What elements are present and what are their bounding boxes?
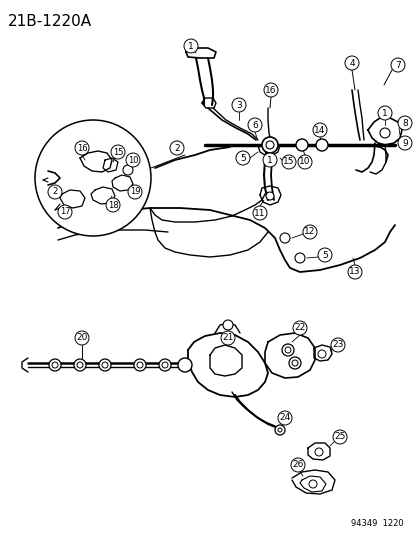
Text: 9: 9 [401, 139, 407, 148]
Text: 17: 17 [59, 207, 70, 216]
Circle shape [308, 480, 316, 488]
Text: 14: 14 [313, 125, 325, 134]
Circle shape [281, 344, 293, 356]
Circle shape [48, 185, 62, 199]
Text: 13: 13 [349, 268, 360, 277]
Circle shape [292, 321, 306, 335]
Circle shape [262, 153, 276, 167]
Text: 12: 12 [304, 228, 315, 237]
Text: 2: 2 [174, 143, 179, 152]
Text: 10: 10 [128, 156, 138, 165]
Circle shape [290, 458, 304, 472]
Circle shape [317, 248, 331, 262]
Circle shape [297, 155, 311, 169]
Circle shape [277, 428, 281, 432]
Circle shape [294, 253, 304, 263]
Circle shape [263, 83, 277, 97]
Circle shape [295, 139, 307, 151]
Text: 19: 19 [129, 188, 140, 197]
Circle shape [266, 192, 273, 200]
Circle shape [252, 206, 266, 220]
Circle shape [74, 359, 86, 371]
Circle shape [288, 357, 300, 369]
Text: 5: 5 [240, 154, 245, 163]
Text: 24: 24 [279, 414, 290, 423]
Circle shape [347, 265, 361, 279]
Circle shape [312, 123, 326, 137]
Circle shape [397, 136, 411, 150]
Circle shape [123, 165, 133, 175]
Circle shape [379, 128, 389, 138]
Text: 21B-1220A: 21B-1220A [8, 14, 92, 29]
Circle shape [231, 98, 245, 112]
Text: 94349  1220: 94349 1220 [351, 519, 403, 528]
Circle shape [261, 137, 277, 153]
Circle shape [397, 116, 411, 130]
Text: 1: 1 [188, 42, 193, 51]
Circle shape [170, 141, 183, 155]
Circle shape [99, 359, 111, 371]
Circle shape [317, 350, 325, 358]
Text: 5: 5 [321, 251, 327, 260]
Circle shape [315, 139, 327, 151]
Text: 15: 15 [112, 148, 123, 157]
Text: 23: 23 [332, 341, 343, 350]
Circle shape [161, 362, 168, 368]
Text: 25: 25 [334, 432, 345, 441]
Text: 15: 15 [282, 157, 294, 166]
Circle shape [266, 141, 273, 149]
Circle shape [52, 362, 58, 368]
Circle shape [137, 362, 142, 368]
Text: 3: 3 [235, 101, 241, 109]
Text: 1: 1 [381, 109, 387, 117]
Circle shape [377, 106, 391, 120]
Circle shape [279, 233, 289, 243]
Circle shape [102, 362, 108, 368]
Circle shape [75, 331, 89, 345]
Text: 16: 16 [265, 85, 276, 94]
Circle shape [111, 145, 125, 159]
Circle shape [344, 56, 358, 70]
Circle shape [281, 155, 295, 169]
Circle shape [75, 141, 89, 155]
Text: 22: 22 [294, 324, 305, 333]
Circle shape [247, 118, 261, 132]
Circle shape [126, 153, 140, 167]
Text: 6: 6 [252, 120, 257, 130]
Text: 1: 1 [266, 156, 272, 165]
Text: 4: 4 [348, 59, 354, 68]
Circle shape [302, 225, 316, 239]
Circle shape [178, 358, 192, 372]
Circle shape [223, 320, 233, 330]
Text: 8: 8 [401, 118, 407, 127]
Text: 20: 20 [76, 334, 88, 343]
Circle shape [330, 338, 344, 352]
Text: 11: 11 [254, 208, 265, 217]
Text: 26: 26 [292, 461, 303, 470]
Circle shape [35, 120, 151, 236]
Circle shape [106, 198, 120, 212]
Text: 21: 21 [222, 334, 233, 343]
Text: 16: 16 [76, 143, 87, 152]
Circle shape [128, 185, 142, 199]
Text: 18: 18 [107, 200, 118, 209]
Circle shape [332, 430, 346, 444]
Circle shape [284, 347, 290, 353]
Circle shape [159, 359, 171, 371]
Circle shape [49, 359, 61, 371]
Text: 7: 7 [394, 61, 400, 69]
Circle shape [77, 362, 83, 368]
Text: 10: 10 [299, 157, 310, 166]
Circle shape [314, 448, 322, 456]
Circle shape [235, 151, 249, 165]
Circle shape [274, 425, 284, 435]
Circle shape [291, 360, 297, 366]
Circle shape [134, 359, 146, 371]
Circle shape [390, 58, 404, 72]
Circle shape [183, 39, 197, 53]
Text: 2: 2 [52, 188, 57, 197]
Circle shape [221, 331, 235, 345]
Circle shape [58, 205, 72, 219]
Circle shape [277, 411, 291, 425]
